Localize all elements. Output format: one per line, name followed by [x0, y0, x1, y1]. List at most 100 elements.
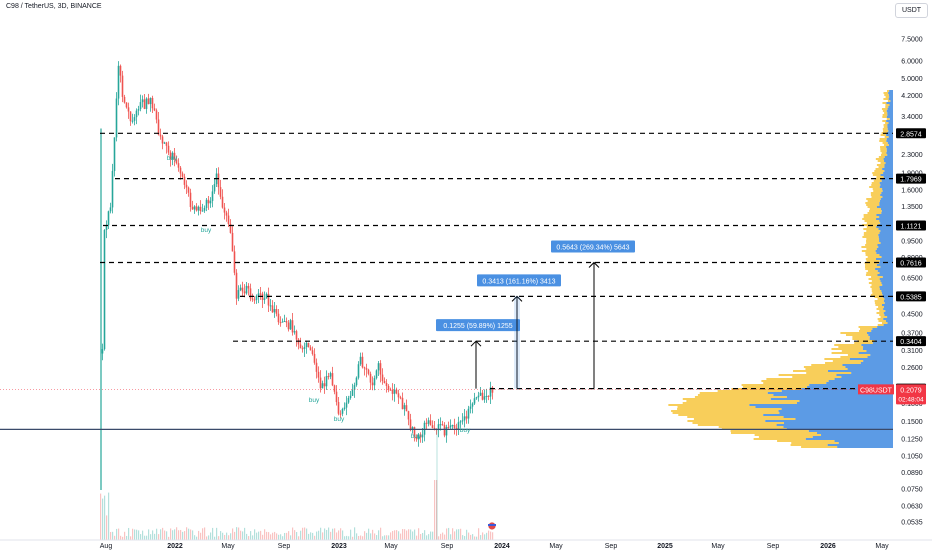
volume-profile-bar: [882, 256, 893, 258]
volume-profile-bar: [883, 190, 893, 192]
volume-profile-bar: [887, 148, 893, 150]
volume-bar: [128, 528, 129, 540]
volume-bar: [188, 529, 189, 540]
volume-profile-bar: [883, 114, 888, 116]
volume-profile-bar: [887, 138, 893, 140]
volume-profile-bar: [885, 104, 889, 106]
volume-profile-bar: [861, 362, 893, 364]
candle-body: [258, 293, 260, 295]
volume-bar: [454, 531, 455, 540]
candle-body: [134, 117, 136, 121]
volume-profile-bar: [887, 154, 893, 156]
volume-bar: [474, 536, 475, 540]
volume-profile-bar: [698, 394, 773, 396]
volume-profile-bar: [889, 94, 893, 96]
volume-bar: [256, 533, 257, 540]
volume-bar: [308, 534, 309, 540]
volume-profile-bar: [888, 128, 893, 130]
candle-body: [114, 137, 116, 171]
volume-bar: [324, 528, 325, 540]
volume-bar: [362, 536, 363, 540]
volume-profile-bar: [882, 304, 893, 306]
candle-body: [274, 309, 276, 312]
volume-profile-bar: [887, 124, 893, 126]
volume-bar: [180, 530, 181, 540]
volume-profile-bar: [868, 206, 877, 208]
volume-profile-bar: [882, 188, 893, 190]
volume-profile-bar: [886, 102, 893, 104]
candle-body: [178, 163, 180, 168]
candle-body: [324, 383, 326, 386]
candle-body: [472, 404, 474, 407]
candle-body: [314, 354, 316, 363]
volume-profile-bar: [817, 432, 893, 434]
volume-bar: [422, 533, 423, 540]
volume-bar: [462, 535, 463, 540]
candle-body: [426, 423, 428, 424]
volume-bar: [192, 530, 193, 540]
volume-profile-bar: [834, 344, 861, 346]
candle-body: [298, 340, 300, 345]
candle-body: [428, 420, 430, 423]
volume-bar: [412, 531, 413, 540]
volume-bar: [292, 528, 293, 540]
candle-body: [342, 409, 344, 414]
candle-body: [400, 397, 402, 398]
volume-bar: [302, 528, 303, 540]
volume-bar: [272, 533, 273, 540]
volume-profile-bar: [848, 368, 893, 370]
candle-body: [480, 393, 482, 396]
volume-profile-bar: [731, 430, 809, 432]
y-tick-label: 0.1250: [901, 437, 923, 444]
x-tick-label: Sep: [278, 543, 291, 550]
volume-profile-bar: [791, 442, 838, 444]
volume-bar: [210, 532, 211, 540]
volume-bar: [280, 534, 281, 540]
volume-bar: [472, 534, 473, 540]
volume-bar: [148, 529, 149, 540]
candle-body: [290, 320, 292, 329]
volume-profile-bar: [888, 108, 893, 110]
volume-bar: [486, 533, 487, 540]
x-tick-label: May: [221, 543, 235, 550]
currency-button[interactable]: USDT: [895, 3, 928, 18]
volume-profile-bar: [872, 280, 881, 282]
volume-profile-bar: [882, 322, 888, 324]
candle-body: [140, 102, 142, 109]
volume-profile-bar: [888, 92, 893, 94]
volume-bar: [100, 494, 101, 540]
candle-body: [424, 423, 426, 435]
y-tick-label: 0.0535: [901, 520, 923, 527]
volume-profile-bar: [880, 222, 893, 224]
volume-bar: [344, 536, 345, 540]
volume-bar: [254, 529, 255, 540]
volume-profile-bar: [880, 148, 887, 150]
volume-profile-bar: [872, 182, 880, 184]
volume-profile-bar: [884, 166, 893, 168]
x-tick-label: May: [384, 543, 398, 550]
volume-profile-bar: [886, 152, 893, 154]
volume-profile-bar: [835, 440, 893, 442]
candle-body: [124, 97, 126, 103]
level-price-tag-text: 0.5385: [900, 294, 922, 301]
volume-bar: [218, 536, 219, 540]
volume-profile-bar: [882, 152, 887, 154]
volume-bar: [222, 533, 223, 540]
volume-profile-bar: [869, 278, 880, 280]
volume-bar: [350, 530, 351, 540]
volume-profile-bar: [883, 130, 888, 132]
volume-bar: [166, 531, 167, 540]
volume-profile-bar: [719, 426, 784, 428]
volume-bar: [408, 529, 409, 540]
volume-bar: [440, 534, 441, 540]
volume-profile-bar: [871, 294, 883, 296]
volume-profile-bar: [886, 134, 893, 136]
volume-bar: [250, 531, 251, 540]
candle-body: [432, 425, 434, 428]
volume-profile-bar: [828, 370, 893, 372]
volume-profile-bar: [881, 290, 893, 292]
volume-profile-bar: [878, 246, 893, 248]
volume-profile-bar: [687, 416, 783, 418]
